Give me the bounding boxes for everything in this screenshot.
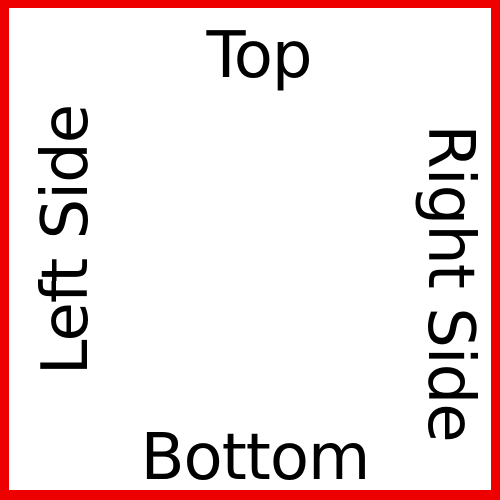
left-side-label: Left Side — [29, 104, 103, 376]
right-side-label: Right Side — [413, 124, 487, 442]
top-label: Top — [206, 19, 313, 93]
bottom-label: Bottom — [140, 421, 371, 495]
